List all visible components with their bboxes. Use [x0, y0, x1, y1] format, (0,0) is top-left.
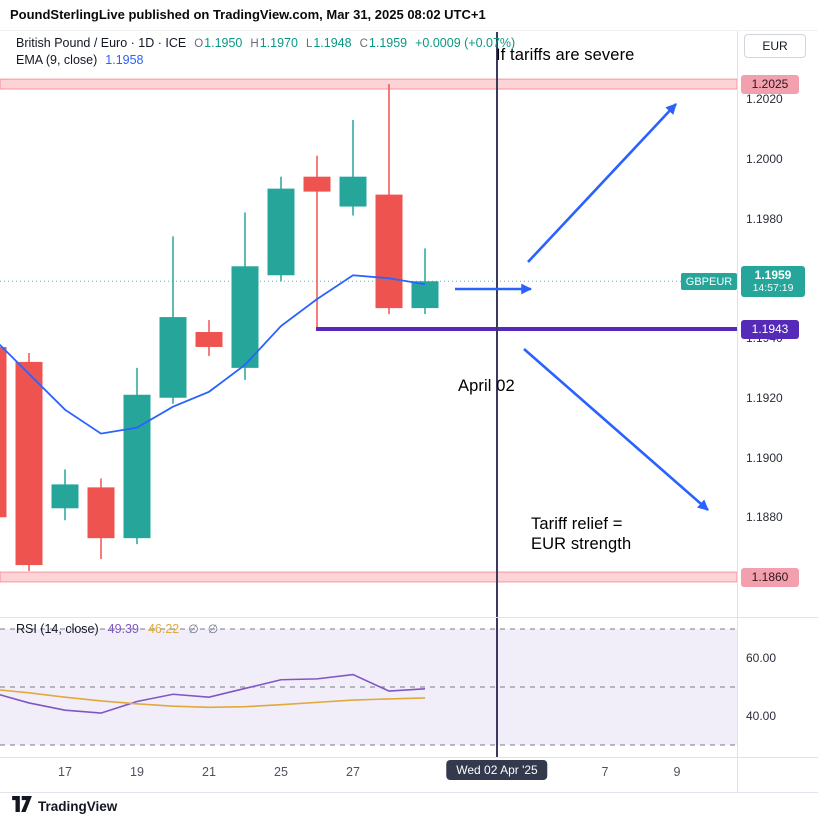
ohlc-open: O 1.1950 — [194, 36, 242, 50]
price-tick: 1.1980 — [746, 211, 783, 226]
candle-body — [123, 394, 151, 539]
close-key: C — [359, 38, 368, 50]
rsi-tick: 40.00 — [746, 709, 777, 723]
arrow-down[interactable] — [523, 348, 709, 511]
symbol-legend[interactable]: British Pound / Euro · 1D · ICE O 1.1950 … — [16, 36, 515, 50]
ema-label: EMA (9, close) — [16, 53, 98, 67]
time-tick: 7 — [601, 765, 609, 779]
ema-line — [0, 274, 426, 435]
low-value: 1.1948 — [313, 36, 352, 50]
currency-button[interactable]: EUR — [744, 34, 806, 58]
axis-divider — [0, 757, 818, 758]
candle-body — [303, 176, 331, 192]
time-tick: 21 — [202, 765, 216, 779]
low-key: L — [305, 38, 313, 50]
price-tick: 1.1920 — [746, 390, 783, 405]
time-tick: 17 — [58, 765, 72, 779]
ema-legend[interactable]: EMA (9, close) 1.1958 — [16, 53, 144, 67]
candle-body — [195, 332, 223, 347]
price-zone[interactable] — [0, 78, 738, 90]
candle-body — [339, 176, 367, 207]
time-tick: 25 — [274, 765, 288, 779]
annotation-bearish-line1: Tariff relief = — [531, 515, 623, 533]
price-tick: 1.1880 — [746, 510, 783, 525]
candle-body — [0, 346, 7, 518]
annotation-bullish-text[interactable]: If tariffs are severe — [496, 46, 635, 64]
time-axis[interactable]: 17 19 21 25 27 Wed 02 Apr '25 7 9 — [0, 757, 737, 792]
candle-body — [231, 266, 259, 368]
header-divider — [0, 30, 818, 31]
last-price-value: 1.1959 — [754, 267, 792, 282]
time-tick: 9 — [673, 765, 681, 779]
symbol-price-label: GBPEUR — [681, 273, 737, 290]
rsi-line — [0, 673, 426, 714]
footer-bar: TradingView — [0, 792, 818, 820]
price-zone[interactable] — [0, 571, 738, 583]
candle-body — [51, 484, 79, 509]
ema-value: 1.1958 — [105, 53, 144, 67]
high-value: 1.1970 — [259, 36, 298, 50]
candle-body — [15, 361, 43, 566]
time-tick: 19 — [130, 765, 144, 779]
tradingview-logo-icon[interactable] — [12, 796, 32, 817]
date-crosshair-badge: Wed 02 Apr '25 — [446, 760, 548, 780]
hidden-series-icon[interactable]: ∅ — [188, 622, 199, 636]
ohlc-close: C 1.1959 — [360, 36, 408, 50]
candle-body — [411, 281, 439, 309]
change-value: +0.0009 (+0.07%) — [415, 36, 516, 50]
last-price-badge: 1.1959 14:57:19 — [741, 265, 805, 297]
publish-header: PoundSterlingLive published on TradingVi… — [10, 7, 486, 22]
time-tick: 27 — [346, 765, 360, 779]
brand-name[interactable]: TradingView — [38, 799, 118, 814]
support-zone-badge: 1.1860 — [741, 567, 799, 587]
support-line-badge: 1.1943 — [741, 319, 799, 339]
price-tick: 1.2000 — [746, 151, 783, 166]
rsi-ma-value: 46.22 — [147, 622, 180, 636]
annotation-bearish-line2: EUR strength — [531, 535, 632, 553]
candle-body — [267, 188, 295, 276]
symbol-title: British Pound / Euro · 1D · ICE — [16, 36, 187, 50]
price-tick: 1.1900 — [746, 450, 783, 465]
open-key: O — [194, 38, 204, 50]
candle-body — [159, 317, 187, 398]
arrow-up[interactable] — [527, 103, 677, 263]
rsi-ma-line — [0, 689, 426, 709]
candle-body — [375, 194, 403, 309]
high-key: H — [250, 38, 259, 50]
hidden-series-icon[interactable]: ∅ — [207, 622, 219, 636]
annotation-event-date[interactable]: April 02 — [458, 377, 515, 395]
price-scale[interactable]: EUR 1.20201.20001.19801.19401.19201.1900… — [737, 30, 818, 792]
close-value: 1.1959 — [368, 36, 408, 50]
ohlc-low: L 1.1948 — [306, 36, 352, 50]
rsi-legend[interactable]: RSI (14, close) 49.39 46.22 ∅ ∅ — [16, 622, 218, 636]
annotation-bearish-text[interactable]: Tariff relief = EUR strength — [531, 514, 631, 554]
pane-divider[interactable] — [0, 617, 818, 618]
candle-body — [87, 487, 115, 539]
ohlc-high: H 1.1970 — [250, 36, 298, 50]
price-tick: 1.2020 — [746, 92, 783, 106]
rsi-tick: 60.00 — [746, 651, 777, 665]
rsi-value: 49.39 — [107, 622, 139, 636]
bar-countdown: 14:57:19 — [752, 281, 794, 294]
resistance-badge: 1.2025 — [741, 74, 799, 94]
open-value: 1.1950 — [204, 36, 243, 50]
rsi-label: RSI (14, close) — [16, 622, 99, 636]
